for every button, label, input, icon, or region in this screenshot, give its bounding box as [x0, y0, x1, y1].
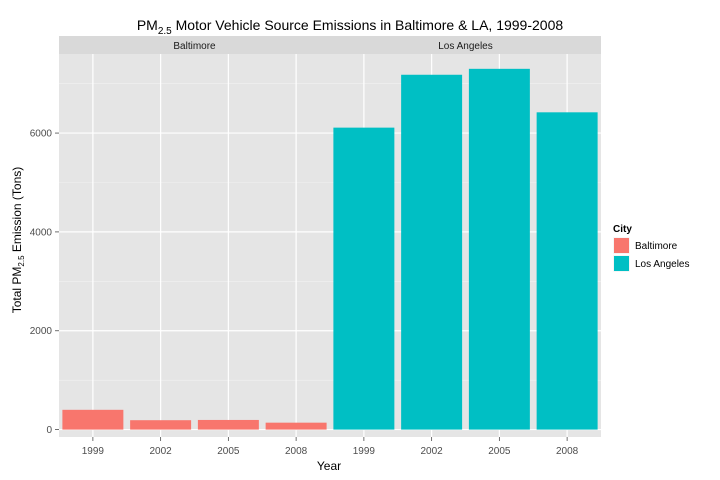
x-tick-label: 2002 [150, 446, 173, 457]
bar-los-angeles-2008 [536, 112, 598, 430]
chart-title: PM2.5 Motor Vehicle Source Emissions in … [137, 17, 564, 37]
legend-entry-baltimore: Baltimore [612, 236, 678, 255]
bar-baltimore-2005 [197, 419, 259, 430]
legend: City Baltimore Los Angeles [612, 224, 690, 273]
legend-swatch [614, 256, 629, 271]
facet-strip [330, 36, 601, 54]
bar-los-angeles-2002 [401, 74, 463, 430]
facet-panels: Baltimore 1999 2002 2005 2008 Los Angeles 1999… [30, 36, 601, 457]
x-axis-title: Year [317, 459, 341, 473]
x-tick-label: 2005 [217, 446, 240, 457]
y-tick-label: 4000 [30, 227, 53, 238]
bar-baltimore-2002 [130, 420, 192, 430]
x-tick-label: 2008 [556, 446, 579, 457]
facet-strip-label: Los Angeles [438, 41, 493, 52]
chart-title-rest: Motor Vehicle Source Emissions in Baltim… [172, 17, 564, 33]
chart-title-subscript: 2.5 [158, 26, 172, 37]
bar-baltimore-1999 [62, 409, 124, 430]
x-tick-label: 1999 [353, 446, 376, 457]
y-tick-label: 0 [46, 425, 52, 436]
bar-los-angeles-2005 [468, 68, 530, 430]
facet-baltimore: Baltimore 1999 2002 2005 2008 [59, 36, 330, 457]
facet-strip [59, 36, 330, 54]
bar-baltimore-2008 [265, 422, 327, 430]
x-tick-label: 1999 [82, 446, 105, 457]
x-tick-label: 2002 [421, 446, 444, 457]
facet-strip-label: Baltimore [173, 41, 216, 52]
y-axis-title-subscript: 2.5 [17, 255, 26, 267]
facet-los-angeles: Los Angeles 1999 2002 2005 2008 [330, 36, 601, 457]
y-axis-title: Total PM2.5 Emission (Tons) [10, 167, 26, 314]
bar-los-angeles-1999 [333, 127, 395, 430]
legend-title: City [613, 224, 632, 235]
y-axis-title-rest: Emission (Tons) [10, 167, 24, 256]
legend-label: Baltimore [635, 241, 678, 252]
x-tick-label: 2005 [488, 446, 511, 457]
y-tick-label: 2000 [30, 326, 53, 337]
panel-background [59, 54, 330, 437]
legend-swatch [614, 238, 629, 253]
chart-title-main: PM [137, 17, 158, 33]
legend-entry-los-angeles: Los Angeles [612, 254, 690, 273]
x-tick-label: 2008 [285, 446, 308, 457]
legend-label: Los Angeles [635, 259, 690, 270]
y-tick-label: 6000 [30, 129, 53, 140]
y-axis-title-main: Total PM [10, 267, 24, 314]
